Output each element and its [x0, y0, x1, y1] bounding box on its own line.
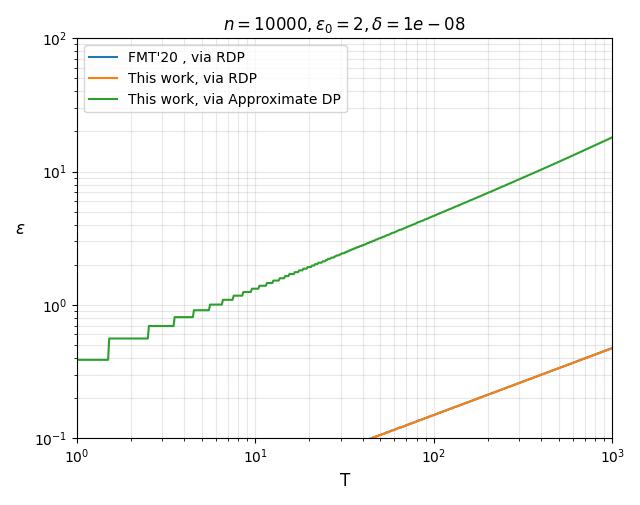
This work, via Approximate DP	[512, 178, 520, 184]
This work, via RDP	[328, 450, 335, 456]
This work, via Approximate DP	[363, 240, 371, 246]
This work, via RDP	[392, 426, 399, 432]
This work, via RDP	[512, 381, 520, 387]
This work, via RDP	[609, 345, 616, 351]
FMT'20 , via RDP	[73, 490, 81, 496]
This work, via RDP	[73, 490, 81, 496]
Legend: FMT'20 , via RDP, This work, via RDP, This work, via Approximate DP: FMT'20 , via RDP, This work, via RDP, Th…	[84, 45, 347, 112]
This work, via RDP	[363, 437, 371, 443]
This work, via Approximate DP	[328, 255, 335, 261]
This work, via Approximate DP	[596, 140, 604, 146]
X-axis label: T: T	[340, 472, 350, 490]
Line: This work, via Approximate DP: This work, via Approximate DP	[77, 137, 612, 360]
Y-axis label: $\varepsilon$: $\varepsilon$	[15, 220, 26, 238]
This work, via Approximate DP	[609, 134, 616, 140]
This work, via Approximate DP	[331, 254, 339, 260]
FMT'20 , via RDP	[596, 350, 604, 356]
FMT'20 , via RDP	[392, 426, 399, 432]
FMT'20 , via RDP	[331, 449, 339, 455]
FMT'20 , via RDP	[609, 345, 616, 351]
This work, via RDP	[596, 350, 604, 356]
Line: This work, via RDP: This work, via RDP	[77, 348, 612, 493]
FMT'20 , via RDP	[512, 381, 520, 387]
Line: FMT'20 , via RDP: FMT'20 , via RDP	[77, 348, 612, 493]
FMT'20 , via RDP	[363, 437, 371, 443]
Title: $n = 10000, \varepsilon_0 = 2, \delta = 1e-08$: $n = 10000, \varepsilon_0 = 2, \delta = …	[223, 15, 466, 35]
This work, via RDP	[331, 449, 339, 455]
FMT'20 , via RDP	[328, 450, 335, 456]
This work, via Approximate DP	[392, 229, 399, 235]
This work, via Approximate DP	[73, 357, 81, 363]
